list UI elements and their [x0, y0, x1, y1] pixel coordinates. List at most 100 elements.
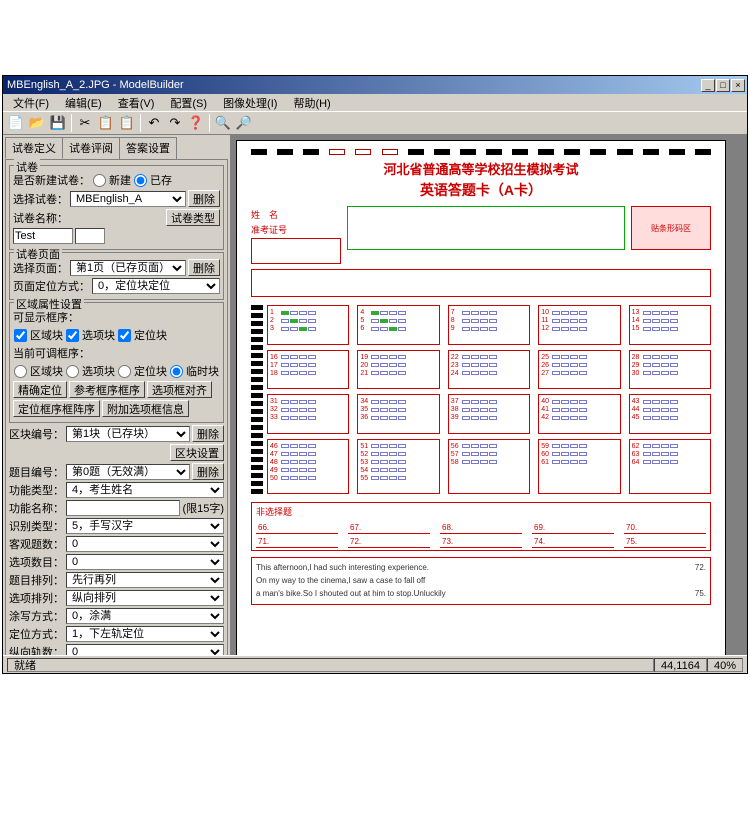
- side-mark: [251, 489, 263, 494]
- bubble: [652, 311, 660, 315]
- toolbar-button-4[interactable]: 📋: [96, 113, 116, 133]
- written-cell: 68.: [440, 522, 522, 534]
- r-pos[interactable]: [118, 365, 131, 378]
- top-marks: [251, 149, 711, 155]
- bubble: [299, 416, 307, 420]
- bubble: [670, 355, 678, 359]
- coord-select[interactable]: 0，涂满: [66, 608, 224, 624]
- bubble: [389, 444, 397, 448]
- menu-config[interactable]: 配置(S): [164, 94, 213, 112]
- right-panel[interactable]: 河北省普通高等学校招生模拟考试 英语答题卡（A卡） 姓 名 准考证号 贴条形码区…: [231, 135, 747, 655]
- written-cell: 66.: [256, 522, 338, 534]
- side-mark: [251, 425, 263, 430]
- bubble: [281, 460, 289, 464]
- bubble: [552, 416, 560, 420]
- btn-ref[interactable]: 参考框序框序: [69, 381, 145, 398]
- q-delete-button[interactable]: 删除: [192, 463, 224, 480]
- block-config-button[interactable]: 区块设置: [170, 444, 224, 461]
- r1: 区域块: [30, 363, 63, 379]
- toolbar-button-5[interactable]: 📋: [117, 113, 137, 133]
- bubble: [462, 327, 470, 331]
- close-button[interactable]: ×: [731, 79, 745, 92]
- bubble: [670, 371, 678, 375]
- cb-pos[interactable]: [118, 329, 131, 342]
- toolbar-button-0[interactable]: 📄: [6, 113, 26, 133]
- r-region[interactable]: [14, 365, 27, 378]
- side-mark: [251, 417, 263, 422]
- page-delete-button[interactable]: 删除: [188, 259, 220, 276]
- bubble: [471, 355, 479, 359]
- arr-select[interactable]: 先行再列: [66, 572, 224, 588]
- bubble: [570, 460, 578, 464]
- menu-help[interactable]: 帮助(H): [287, 94, 336, 112]
- menu-file[interactable]: 文件(F): [7, 94, 55, 112]
- tab-answer[interactable]: 答案设置: [119, 137, 177, 159]
- bubble: [398, 416, 406, 420]
- bubble: [380, 311, 388, 315]
- block-delete-button[interactable]: 删除: [192, 425, 224, 442]
- paper-delete-button[interactable]: 删除: [188, 190, 220, 207]
- rec-select[interactable]: 5，手写汉字: [66, 518, 224, 534]
- bubble: [398, 327, 406, 331]
- bubble: [462, 311, 470, 315]
- page-pos-select[interactable]: 0，定位块定位: [92, 278, 220, 294]
- tab-define[interactable]: 试卷定义: [5, 137, 63, 159]
- toolbar-button-9[interactable]: 🔍: [213, 113, 233, 133]
- toolbar-button-8[interactable]: ❓: [186, 113, 206, 133]
- bubble: [371, 319, 379, 323]
- maximize-button[interactable]: □: [716, 79, 730, 92]
- paper-select[interactable]: MBEnglish_A: [70, 191, 186, 207]
- toolbar-button-6[interactable]: ↶: [144, 113, 164, 133]
- opt-select[interactable]: 0: [66, 554, 224, 570]
- timing-mark: [617, 149, 633, 155]
- r-temp[interactable]: [170, 365, 183, 378]
- toolbar-button-1[interactable]: 📂: [27, 113, 47, 133]
- toolbar-button-7[interactable]: ↷: [165, 113, 185, 133]
- menu-image[interactable]: 图像处理(I): [217, 94, 283, 112]
- page-select[interactable]: 第1页（已存页面）: [70, 260, 186, 276]
- bubble: [471, 460, 479, 464]
- optarr-select[interactable]: 纵向排列: [66, 590, 224, 606]
- menu-edit[interactable]: 编辑(E): [59, 94, 108, 112]
- btn-pos[interactable]: 定位框序框阵序: [13, 400, 100, 417]
- test-input[interactable]: [13, 228, 73, 244]
- bubble: [471, 319, 479, 323]
- name-label: 试卷名称：: [13, 210, 68, 226]
- block-num-select[interactable]: 第1块（已存块）: [66, 426, 190, 442]
- bubble: [398, 355, 406, 359]
- bubble: [308, 363, 316, 367]
- bubble: [652, 416, 660, 420]
- test-input2[interactable]: [75, 228, 105, 244]
- toolbar-button-10[interactable]: 🔎: [234, 113, 254, 133]
- func-name-input[interactable]: [66, 500, 180, 516]
- bubble: [661, 444, 669, 448]
- posm-select[interactable]: 1，下左轨定位: [66, 626, 224, 642]
- r-option[interactable]: [66, 365, 79, 378]
- minimize-button[interactable]: _: [701, 79, 715, 92]
- btn-extra[interactable]: 附加选项框信息: [102, 400, 189, 417]
- radio-new[interactable]: [93, 174, 106, 187]
- toolbar-button-2[interactable]: 💾: [48, 113, 68, 133]
- btn-precise[interactable]: 精确定位: [13, 381, 67, 398]
- cb-option[interactable]: [66, 329, 79, 342]
- bubble: [380, 476, 388, 480]
- func-type-select[interactable]: 4，考生姓名: [66, 482, 224, 498]
- paper-type-button[interactable]: 试卷类型: [166, 209, 220, 226]
- bubble: [389, 400, 397, 404]
- toolbar-button-3[interactable]: ✂: [75, 113, 95, 133]
- bubble: [299, 371, 307, 375]
- q-select[interactable]: 第0题（无效满）: [66, 464, 190, 480]
- bubble-block: 192021: [357, 350, 439, 390]
- bubble: [290, 355, 298, 359]
- page-pos-label: 页面定位方式：: [13, 278, 90, 294]
- tab-review[interactable]: 试卷评阅: [62, 137, 120, 159]
- side-mark: [251, 473, 263, 478]
- cb-region[interactable]: [14, 329, 27, 342]
- btn-align[interactable]: 选项框对齐: [147, 381, 212, 398]
- menu-view[interactable]: 查看(V): [112, 94, 161, 112]
- bubble: [398, 311, 406, 315]
- radio-exist[interactable]: [134, 174, 147, 187]
- obj-select[interactable]: 0: [66, 536, 224, 552]
- bubble: [462, 416, 470, 420]
- xy-select[interactable]: 0: [66, 644, 224, 655]
